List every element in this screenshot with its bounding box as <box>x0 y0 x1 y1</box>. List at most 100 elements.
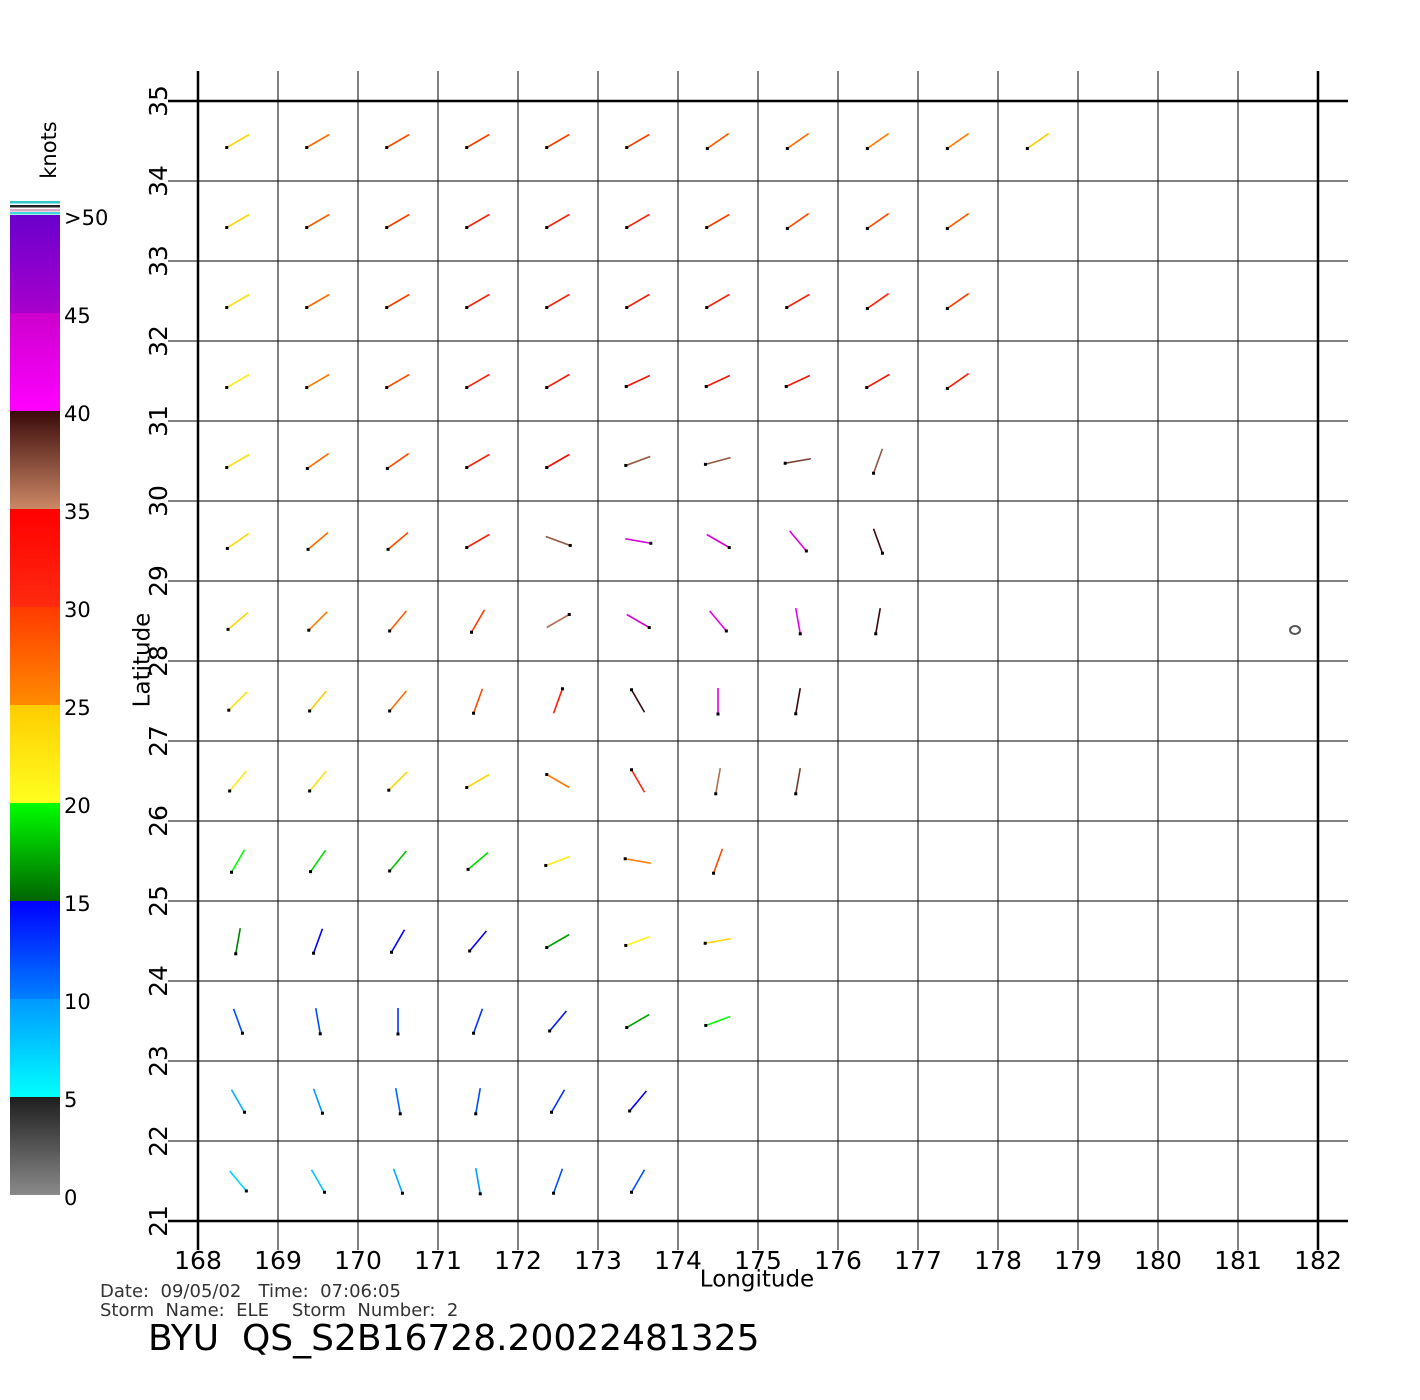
vector-tail <box>703 941 707 945</box>
colorbar-tick-label: 35 <box>64 500 91 524</box>
wind-vector <box>866 373 890 389</box>
wind-vector <box>866 292 890 310</box>
vector-tail <box>225 386 229 389</box>
vector-tail <box>794 712 798 716</box>
wind-vector <box>306 213 330 229</box>
vector-tail <box>388 869 392 873</box>
wind-vector <box>386 452 410 470</box>
wind-vector <box>226 532 250 550</box>
vector-tail <box>628 1109 632 1113</box>
vector-tail <box>945 386 949 390</box>
vector-tail <box>243 1110 246 1114</box>
y-tick-label: 34 <box>144 165 173 197</box>
vector-tail <box>400 1191 404 1195</box>
wind-vector <box>306 133 330 149</box>
colorbar-cap <box>10 201 60 204</box>
vector-tail <box>704 384 708 388</box>
wind-vector <box>786 293 810 309</box>
y-tick-label: 28 <box>144 645 173 677</box>
vector-tail <box>225 226 229 229</box>
wind-vector <box>226 373 250 389</box>
vector-tail <box>548 1029 552 1033</box>
colorbar-tick-label: 15 <box>64 892 91 916</box>
vector-tail <box>470 630 473 634</box>
vector-tail <box>625 146 629 149</box>
wind-vector <box>466 773 490 789</box>
x-tick-label: 176 <box>814 1246 862 1275</box>
vector-tail <box>704 1023 708 1027</box>
vector-tail <box>945 306 949 310</box>
colorbar-band <box>10 215 60 313</box>
vector-tail <box>305 146 309 149</box>
vector-tail <box>309 870 313 874</box>
wind-vector <box>874 608 882 634</box>
colorbar-band <box>10 803 60 901</box>
wind-vector <box>306 373 330 389</box>
wind-vector <box>546 293 570 309</box>
vector-tail <box>649 541 653 545</box>
vector-tail <box>465 466 469 469</box>
vector-tail <box>465 146 469 149</box>
wind-vector <box>629 1090 647 1112</box>
wind-vector <box>706 293 730 309</box>
wind-vector <box>389 690 407 712</box>
vector-tail <box>804 549 808 553</box>
vector-tail <box>225 546 229 550</box>
wind-vector <box>230 1089 246 1113</box>
wind-vector <box>469 930 487 952</box>
vector-tail <box>865 306 869 310</box>
wind-vector <box>626 133 650 149</box>
wind-vector <box>306 452 330 470</box>
wind-vector <box>625 455 651 467</box>
vector-tail <box>225 466 229 469</box>
wind-vector <box>308 611 328 631</box>
vector-tail <box>385 306 389 309</box>
vector-tail <box>386 547 390 551</box>
colorbar-cap <box>10 209 60 212</box>
island-marker <box>1289 625 1301 635</box>
vector-tail <box>385 386 389 389</box>
y-tick-label: 26 <box>144 805 173 837</box>
colorbar-band <box>10 999 60 1097</box>
x-tick-label: 177 <box>894 1246 942 1275</box>
y-tick-label: 33 <box>144 245 173 277</box>
vector-tail <box>465 386 469 389</box>
wind-vector <box>872 448 884 474</box>
wind-vector <box>706 132 730 150</box>
vector-tail <box>784 384 788 388</box>
colorbar-tick-label: >50 <box>64 206 108 230</box>
wind-vector <box>226 133 250 149</box>
colorbar-tick-label: 25 <box>64 696 91 720</box>
wind-vector <box>546 133 570 149</box>
wind-vector <box>705 374 731 388</box>
vector-tail <box>872 471 876 475</box>
colorbar-tick-label: 10 <box>64 990 91 1014</box>
wind-vector <box>630 769 646 793</box>
x-tick-label: 170 <box>334 1246 382 1275</box>
wind-vector <box>789 530 807 552</box>
vector-tail <box>472 1031 476 1035</box>
vector-tail <box>472 711 476 715</box>
vector-tail <box>390 950 393 954</box>
vector-tail <box>545 466 549 469</box>
wind-vector <box>1026 132 1050 150</box>
vector-tail <box>625 1026 629 1029</box>
wind-vector <box>466 373 490 389</box>
wind-vector <box>312 1088 324 1114</box>
vector-tail <box>727 546 731 549</box>
colorbar-band <box>10 411 60 509</box>
vector-tail <box>305 226 309 229</box>
vector-tail <box>552 1191 556 1195</box>
vector-tail <box>945 226 949 230</box>
colorbar-tick-label: 30 <box>64 598 91 622</box>
vector-tail <box>466 867 470 871</box>
vector-tail <box>308 709 312 713</box>
vector-tail <box>305 306 309 309</box>
vector-tail <box>318 1032 322 1036</box>
x-tick-label: 171 <box>414 1246 462 1275</box>
wind-vector <box>230 849 246 873</box>
wind-vector <box>785 374 811 388</box>
vector-tail <box>703 462 707 466</box>
wind-vector <box>794 768 802 794</box>
vector-tail <box>234 952 238 956</box>
